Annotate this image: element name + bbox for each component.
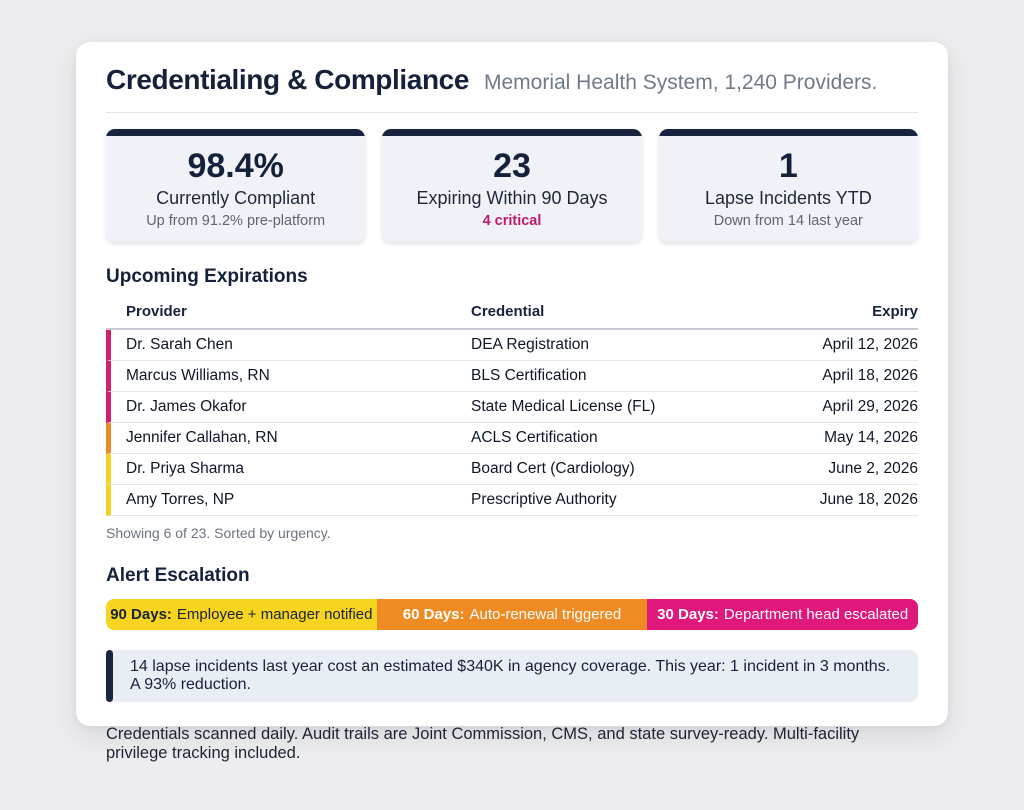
expirations-heading: Upcoming Expirations	[106, 266, 308, 288]
table-row[interactable]: Dr. Priya Sharma Board Cert (Cardiology)…	[106, 454, 918, 486]
stat-card-lapse: 1 Lapse Incidents YTD Down from 14 last …	[658, 129, 918, 243]
escalation-heading: Alert Escalation	[106, 565, 250, 587]
stat-card-compliant: 98.4% Currently Compliant Up from 91.2% …	[106, 129, 366, 243]
column-header-provider: Provider	[126, 303, 187, 321]
escalation-tier-30-days: 30 Days: Department head escalated	[647, 599, 918, 631]
cell-expiry: May 14, 2026	[824, 429, 918, 447]
stat-card-accent-bar	[382, 129, 642, 136]
cell-provider: Dr. Priya Sharma	[126, 460, 245, 478]
stat-card-accent-bar	[658, 129, 918, 136]
stat-card-expiring: 23 Expiring Within 90 Days 4 critical	[382, 129, 642, 243]
tier-label: 30 Days:	[657, 606, 719, 624]
page-title: Credentialing & Compliance	[106, 64, 469, 95]
cell-provider: Dr. James Okafor	[126, 398, 247, 416]
stat-label: Currently Compliant	[156, 188, 316, 209]
cell-expiry: April 29, 2026	[822, 398, 918, 416]
table-row[interactable]: Amy Torres, NP Prescriptive Authority Ju…	[106, 485, 918, 517]
stat-label: Expiring Within 90 Days	[416, 188, 608, 209]
tier-label: 60 Days:	[402, 606, 465, 624]
stat-value: 98.4%	[187, 147, 284, 185]
cell-credential: State Medical License (FL)	[471, 398, 656, 416]
footer-note: Credentials scanned daily. Audit trails …	[106, 725, 860, 763]
stat-note: Down from 14 last year	[713, 213, 863, 230]
table-row[interactable]: Marcus Williams, RN BLS Certification Ap…	[106, 361, 918, 393]
table-row[interactable]: Jennifer Callahan, RN ACLS Certification…	[106, 423, 918, 455]
cell-credential: Prescriptive Authority	[471, 491, 617, 509]
tier-text: Auto-renewal triggered	[469, 606, 622, 624]
stat-label: Lapse Incidents YTD	[704, 188, 872, 209]
cell-credential: ACLS Certification	[471, 429, 598, 447]
cell-credential: Board Cert (Cardiology)	[471, 460, 635, 478]
stat-value: 1	[778, 147, 798, 185]
cell-provider: Dr. Sarah Chen	[126, 336, 233, 354]
cell-expiry: April 18, 2026	[822, 367, 918, 385]
cell-provider: Amy Torres, NP	[126, 491, 235, 509]
tier-text: Employee + manager notified	[176, 606, 373, 624]
escalation-tier-60-days: 60 Days: Auto-renewal triggered	[376, 599, 648, 631]
savings-callout: 14 lapse incidents last year cost an est…	[106, 650, 918, 703]
cell-provider: Jennifer Callahan, RN	[126, 429, 278, 447]
stat-note: Up from 91.2% pre-platform	[146, 213, 326, 230]
table-row[interactable]: Dr. James Okafor State Medical License (…	[106, 392, 918, 424]
page-subtitle: Memorial Health System, 1,240 Providers.	[484, 71, 878, 94]
column-header-expiry: Expiry	[872, 303, 918, 321]
escalation-bar: 90 Days: Employee + manager notified 60 …	[106, 599, 918, 631]
stats-row: 98.4% Currently Compliant Up from 91.2% …	[106, 129, 918, 243]
cell-provider: Marcus Williams, RN	[126, 367, 270, 385]
tier-label: 90 Days:	[110, 606, 172, 624]
cell-credential: BLS Certification	[471, 367, 587, 385]
header: Credentialing & Compliance Memorial Heal…	[106, 64, 918, 113]
escalation-tier-90-days: 90 Days: Employee + manager notified	[106, 599, 377, 631]
tier-text: Department head escalated	[723, 606, 909, 624]
table-row[interactable]: Dr. Sarah Chen DEA Registration April 12…	[106, 330, 918, 362]
cell-credential: DEA Registration	[471, 336, 590, 354]
stat-value: 23	[493, 147, 531, 185]
stat-note-critical: 4 critical	[482, 213, 542, 230]
cell-expiry: June 2, 2026	[828, 460, 918, 478]
dashboard-card: Credentialing & Compliance Memorial Heal…	[76, 42, 948, 762]
column-header-credential: Credential	[471, 303, 545, 321]
expirations-table: Provider Credential Expiry Dr. Sarah Che…	[106, 296, 918, 517]
table-footnote: Showing 6 of 23. Sorted by urgency.	[106, 525, 331, 542]
stat-card-accent-bar	[106, 129, 366, 136]
cell-expiry: April 12, 2026	[822, 336, 918, 354]
table-header-row: Provider Credential Expiry	[106, 296, 918, 331]
cell-expiry: June 18, 2026	[819, 491, 918, 509]
